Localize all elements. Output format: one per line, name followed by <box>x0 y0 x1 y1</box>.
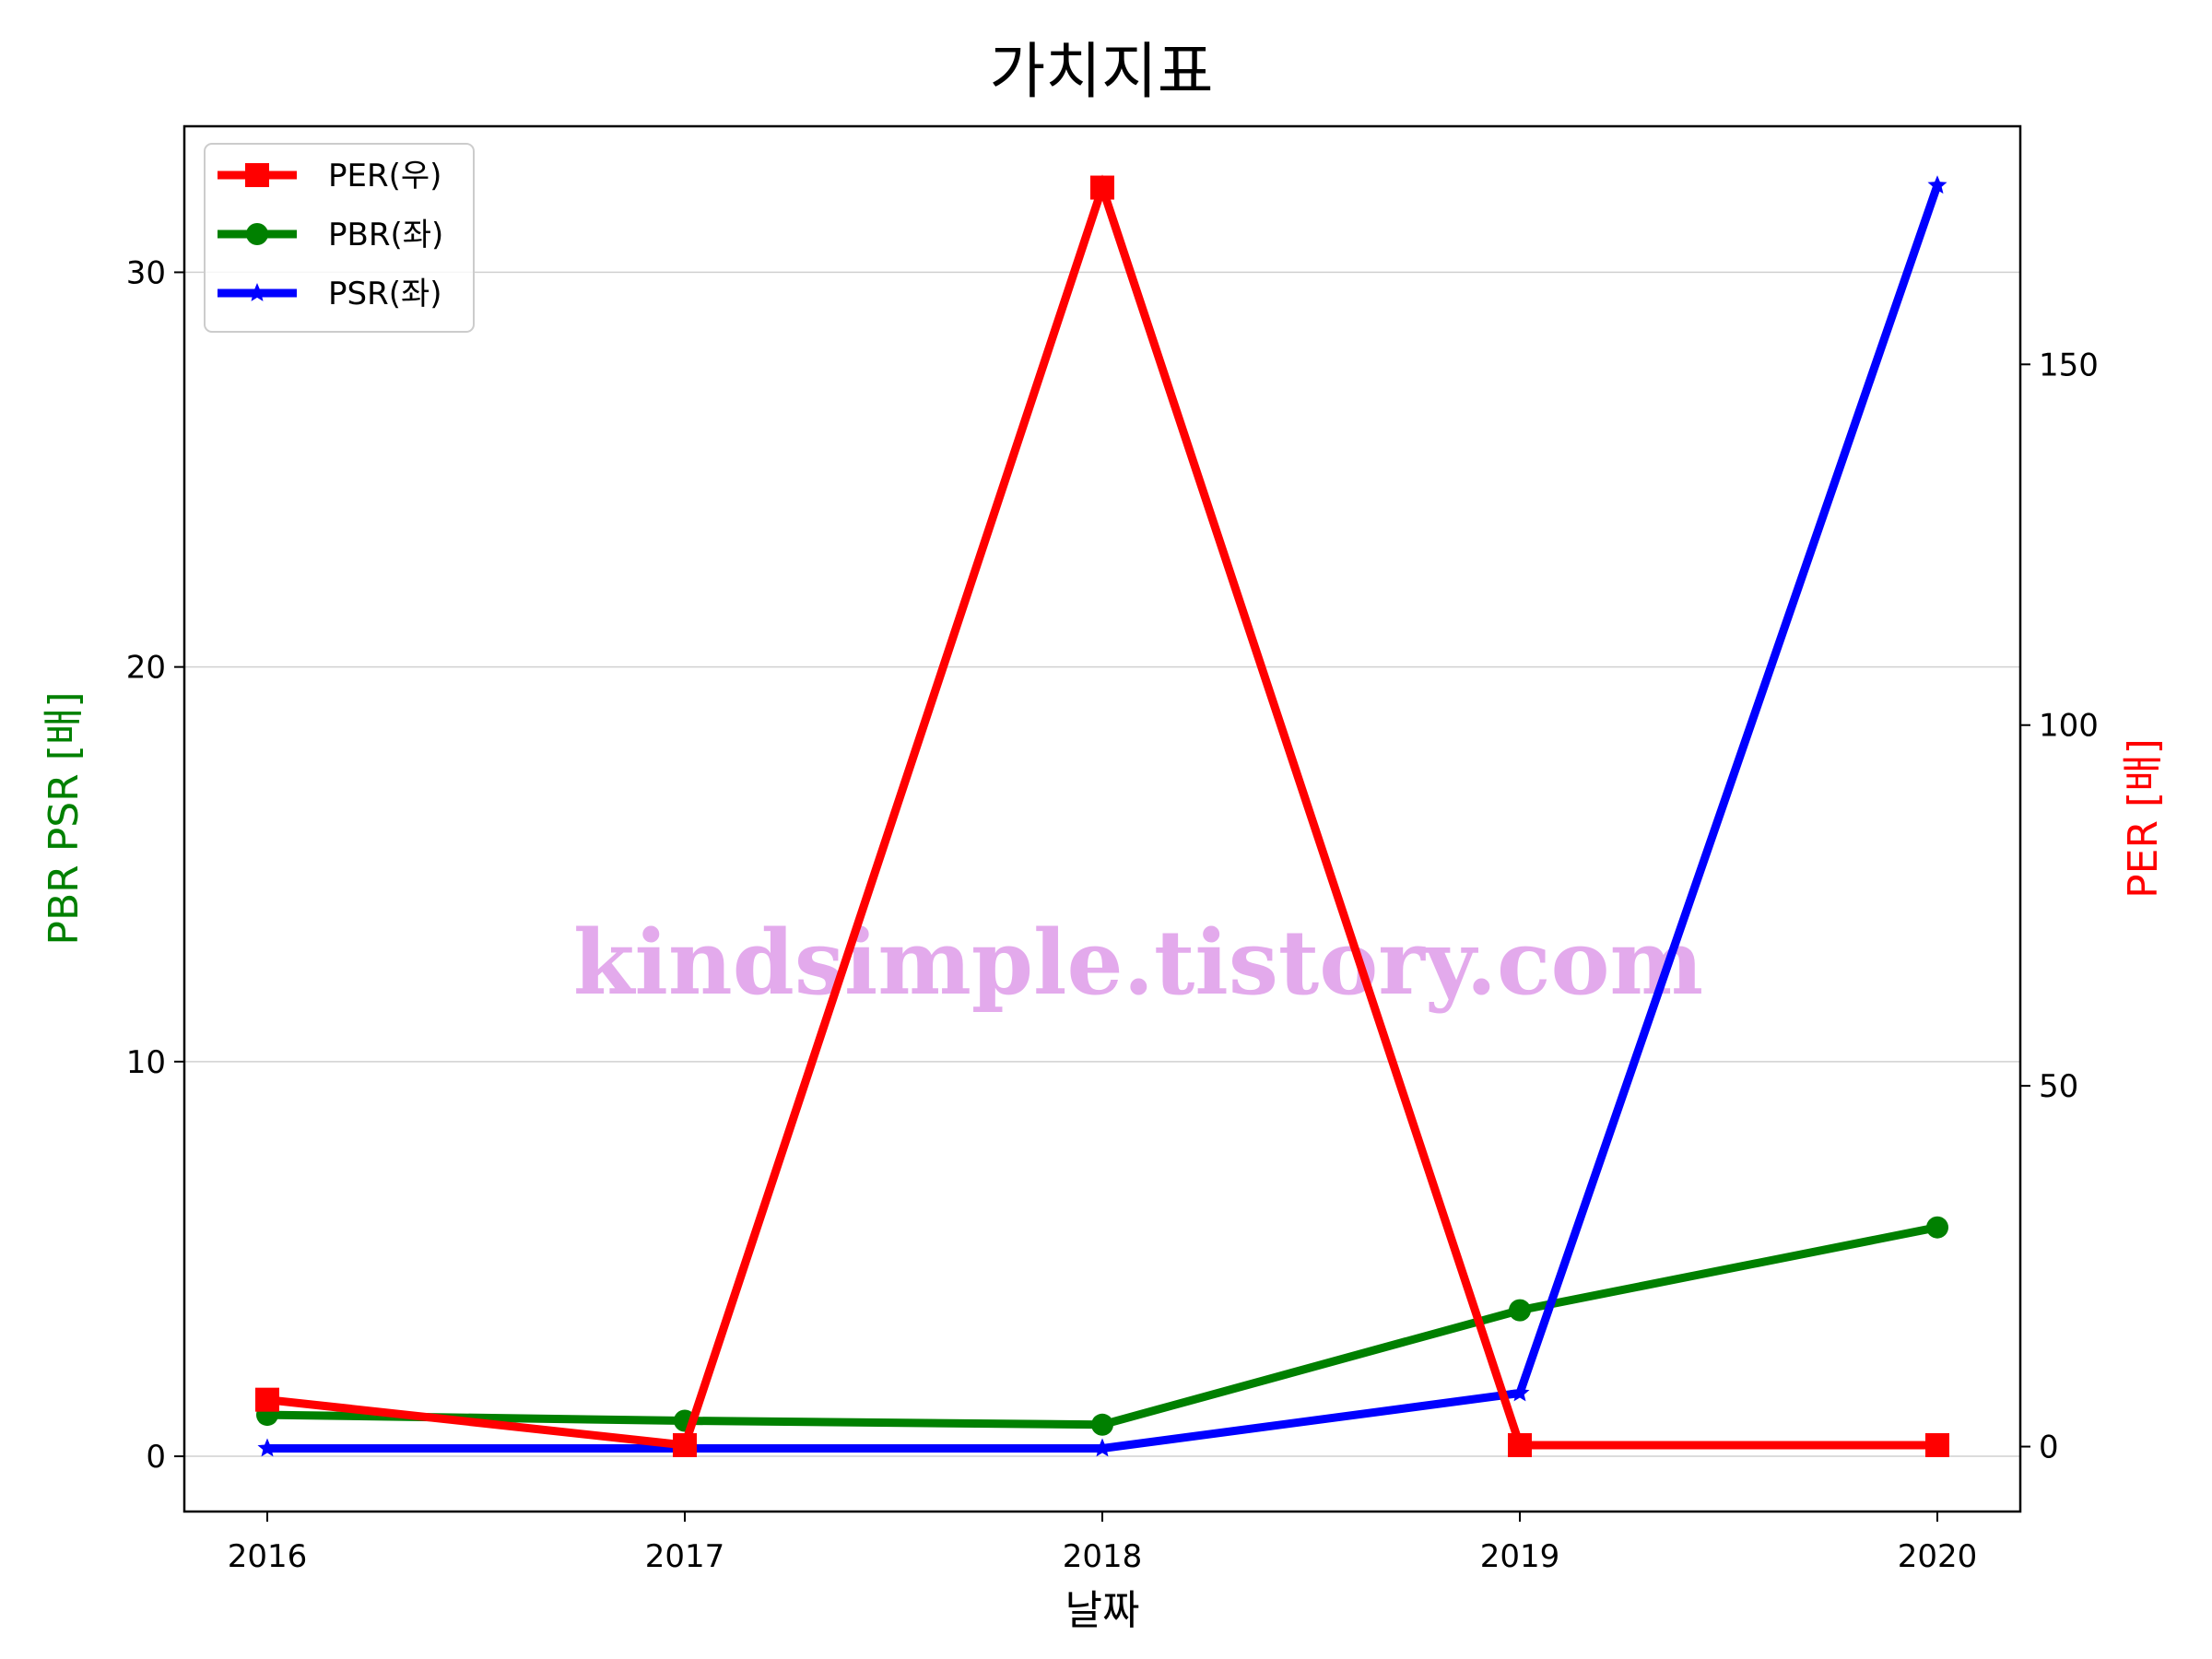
data-point <box>1090 175 1114 200</box>
x-tick-label: 2018 <box>1063 1538 1143 1575</box>
legend-marker-0 <box>245 163 269 187</box>
data-point <box>1508 1432 1532 1457</box>
legend-label-2: PSR(좌) <box>328 276 442 312</box>
x-tick-label: 2019 <box>1480 1538 1560 1575</box>
right-tick-label: 50 <box>2039 1068 2078 1105</box>
legend-label-1: PBR(좌) <box>328 217 443 253</box>
x-tick-label: 2020 <box>1898 1538 1978 1575</box>
x-axis: 2016 2017 2018 2019 2020 <box>228 1512 1978 1575</box>
data-point <box>1092 1438 1112 1457</box>
left-tick-label: 20 <box>126 650 166 687</box>
right-y-axis: 0 50 100 150 <box>2020 347 2099 1466</box>
legend-marker-1 <box>246 223 268 245</box>
right-y-axis-label: PER [배] <box>2120 738 2167 899</box>
series-line-2 <box>267 183 1942 1453</box>
legend-label-0: PER(우) <box>328 158 441 194</box>
series-0 <box>255 174 1949 1457</box>
right-tick-label: 0 <box>2039 1430 2059 1466</box>
data-point <box>1509 1299 1531 1322</box>
data-point <box>1091 1413 1113 1436</box>
data-point <box>1927 175 1947 194</box>
left-y-axis-label: PBR PSR [배] <box>41 691 88 945</box>
x-axis-label: 날짜 <box>1065 1587 1140 1634</box>
chart-title: 가치지표 <box>990 36 1214 107</box>
gridlines <box>184 271 2020 1457</box>
left-y-axis: 0 10 20 30 <box>126 254 184 1476</box>
series-line-0 <box>266 174 1937 1450</box>
x-tick-label: 2016 <box>228 1538 308 1575</box>
left-tick-label: 10 <box>126 1044 166 1081</box>
data-point <box>673 1432 697 1457</box>
series-1 <box>256 1216 1948 1436</box>
data-point <box>257 1438 277 1457</box>
data-point <box>1926 1216 1948 1239</box>
plot-frame <box>182 124 2022 1513</box>
legend-marker-2 <box>247 283 267 301</box>
series-line-1 <box>266 1223 1938 1430</box>
right-tick-label: 150 <box>2039 347 2099 383</box>
legend-box <box>204 143 475 333</box>
legend: PER(우) PBR(좌) PSR(좌) <box>204 143 475 333</box>
data-point <box>1510 1382 1530 1402</box>
left-tick-label: 0 <box>146 1439 166 1476</box>
x-tick-label: 2017 <box>645 1538 725 1575</box>
data-point <box>1925 1432 1949 1457</box>
watermark: kindsimple.tistory.com <box>573 911 1703 1015</box>
right-tick-label: 100 <box>2039 708 2099 745</box>
series-layer <box>255 174 1949 1457</box>
data-point <box>255 1387 279 1412</box>
left-tick-label: 30 <box>126 254 166 291</box>
series-2 <box>257 175 1947 1457</box>
